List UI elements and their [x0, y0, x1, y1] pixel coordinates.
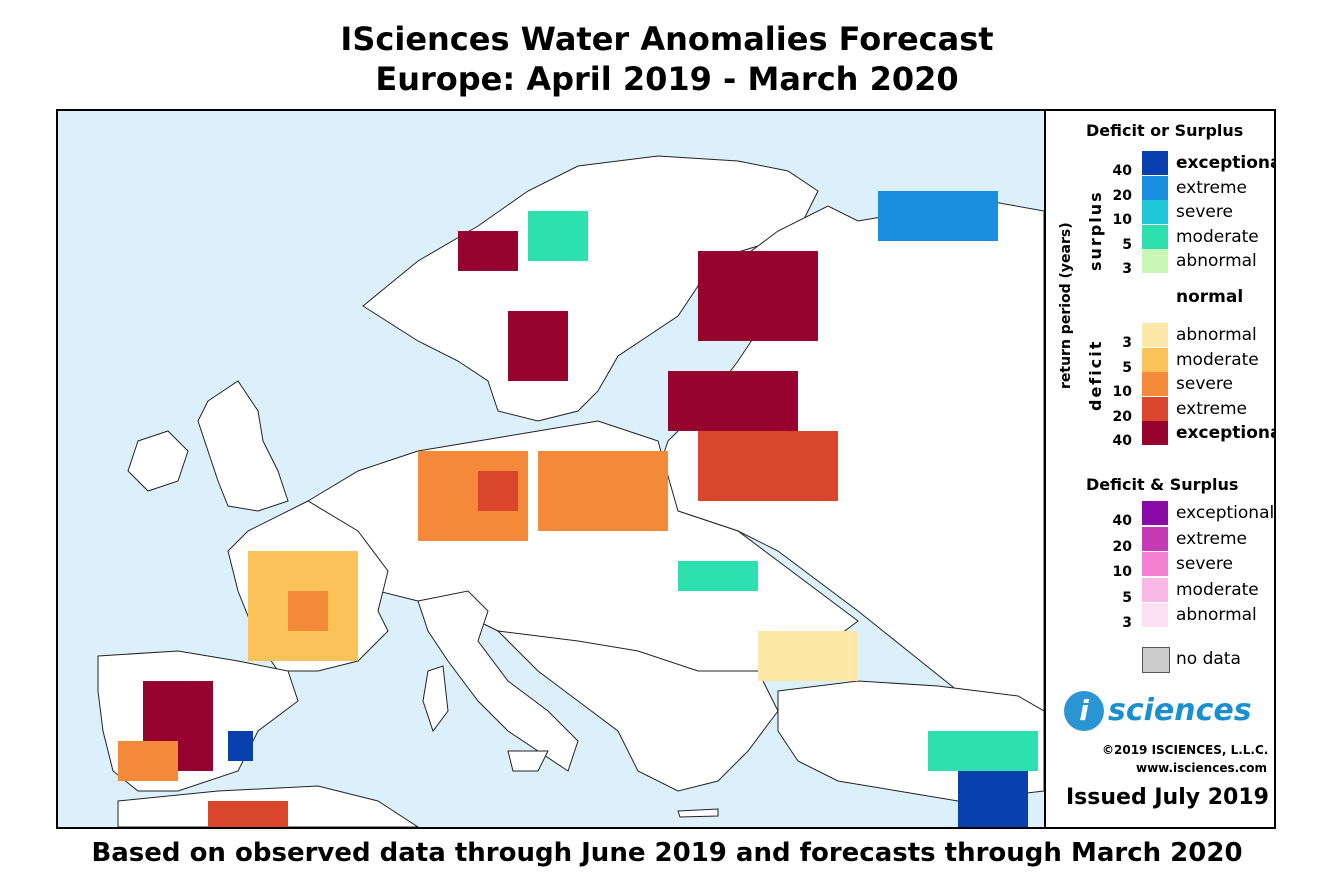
legend-heading-deficit-or-surplus: Deficit or Surplus — [1086, 121, 1244, 140]
ireland — [127, 430, 189, 492]
iberia-surplus — [228, 731, 253, 761]
legend-return-period-both-5: 5 — [1122, 589, 1132, 606]
balkans — [496, 630, 779, 792]
legend-swatch-both-exceptional — [1142, 501, 1168, 525]
legend-swatch-deficit-extreme — [1142, 396, 1168, 421]
legend-return-period-both-20: 20 — [1112, 538, 1132, 555]
legend-return-period-deficit-20: 20 — [1112, 408, 1132, 425]
balkans-moderate-surplus — [678, 561, 758, 591]
legend-return-period-deficit-5: 5 — [1122, 359, 1132, 376]
logo-text: sciences — [1108, 693, 1252, 728]
anomaly-cells — [118, 191, 1038, 827]
legend-normal-label: normal — [1176, 287, 1244, 307]
legend-swatch-surplus-exceptional — [1142, 151, 1168, 175]
footer-note: Based on observed data through June 2019… — [91, 838, 1243, 868]
baltic-exceptional-deficit — [668, 371, 798, 431]
legend-label-surplus-exceptional: exceptional — [1176, 153, 1274, 173]
legend-return-period-deficit-40: 40 — [1112, 433, 1132, 449]
legend-label-surplus-extreme: extreme — [1176, 177, 1247, 198]
legend-label-deficit-moderate: moderate — [1176, 349, 1259, 370]
norway-exceptional-deficit — [458, 231, 518, 271]
website: www.isciences.com — [1136, 761, 1268, 775]
germany-extreme-deficit — [478, 471, 518, 511]
legend-return-period-surplus-20: 20 — [1112, 187, 1132, 204]
africa-extreme-deficit — [208, 801, 288, 827]
legend-label-surplus-severe: severe — [1176, 202, 1233, 222]
legend-swatch-both-abnormal — [1142, 603, 1168, 627]
belarus-extreme-deficit — [698, 431, 838, 501]
legend-heading-deficit-and-surplus: Deficit & Surplus — [1086, 475, 1239, 494]
legend-label-deficit-extreme: extreme — [1176, 398, 1247, 419]
iberia-severe-deficit — [118, 741, 178, 781]
legend-swatch-deficit-severe — [1142, 372, 1168, 396]
europe-map — [58, 111, 1044, 827]
legend-swatch-both-extreme — [1142, 526, 1168, 551]
issued-date: Issued July 2019 — [1066, 785, 1269, 810]
copyright: ©2019 ISCIENCES, L.L.C. — [1102, 743, 1269, 757]
legend-return-period-surplus-3: 3 — [1122, 261, 1132, 277]
sweden-exceptional-deficit — [508, 311, 568, 381]
legend-return-period-surplus-40: 40 — [1112, 163, 1132, 179]
map-frame: Deficit or Surplus return period (years)… — [56, 109, 1276, 829]
legend-label-surplus-abnormal: abnormal — [1176, 251, 1257, 271]
legend-label-both-severe: severe — [1176, 554, 1233, 574]
legend-label-both-moderate: moderate — [1176, 579, 1259, 600]
legend-return-period-both-10: 10 — [1112, 564, 1132, 580]
legend-return-period-both-40: 40 — [1112, 513, 1132, 529]
russia-extreme-surplus — [878, 191, 998, 241]
legend-swatch-both-moderate — [1142, 577, 1168, 602]
poland-severe-deficit — [538, 451, 668, 531]
legend-swatch-deficit-moderate — [1142, 347, 1168, 372]
crete — [677, 808, 719, 818]
legend-swatch-deficit-exceptional — [1142, 421, 1168, 445]
corsica-sardinia — [422, 665, 449, 733]
legend-return-period-both-3: 3 — [1122, 615, 1132, 631]
legend-label-deficit-exceptional: exceptional — [1176, 423, 1274, 443]
middle-east-exceptional-surplus — [958, 761, 1028, 827]
map-title: ISciences Water Anomalies Forecast — [340, 20, 994, 58]
legend-swatch-surplus-moderate — [1142, 224, 1168, 249]
legend-swatch-no-data — [1142, 647, 1170, 673]
legend-label-both-extreme: extreme — [1176, 528, 1247, 549]
legend-axis-label: return period (years) — [1058, 222, 1074, 389]
finland-exceptional-deficit — [698, 251, 818, 341]
legend-swatch-surplus-extreme — [1142, 175, 1168, 200]
logo-i-circle: i — [1064, 691, 1104, 731]
france-severe-deficit — [288, 591, 328, 631]
ukraine-abnormal-deficit — [758, 631, 858, 681]
legend-label-both-exceptional: exceptional — [1176, 503, 1275, 523]
scandinavia-moderate-surplus — [528, 211, 588, 261]
legend-label-deficit-severe: severe — [1176, 374, 1233, 394]
legend-label-deficit-abnormal: abnormal — [1176, 325, 1257, 345]
italy — [417, 590, 579, 772]
great-britain — [197, 380, 289, 512]
legend-swatch-both-severe — [1142, 552, 1168, 576]
legend-swatch-surplus-severe — [1142, 200, 1168, 224]
legend-return-period-surplus-10: 10 — [1112, 212, 1132, 228]
legend-return-period-surplus-5: 5 — [1122, 236, 1132, 253]
legend-swatch-surplus-abnormal — [1142, 249, 1168, 273]
sicily — [507, 750, 549, 772]
legend-swatch-deficit-abnormal — [1142, 323, 1168, 347]
legend-return-period-deficit-10: 10 — [1112, 384, 1132, 400]
legend-label-surplus-moderate: moderate — [1176, 226, 1259, 247]
legend: Deficit or Surplus return period (years)… — [1044, 111, 1275, 827]
middle-east-moderate-surplus — [928, 731, 1038, 771]
isciences-logo: i sciences — [1060, 689, 1270, 739]
map-subtitle: Europe: April 2019 - March 2020 — [375, 60, 959, 98]
legend-label-both-abnormal: abnormal — [1176, 605, 1257, 625]
legend-label-no-data: no data — [1176, 649, 1241, 669]
legend-return-period-deficit-3: 3 — [1122, 335, 1132, 351]
